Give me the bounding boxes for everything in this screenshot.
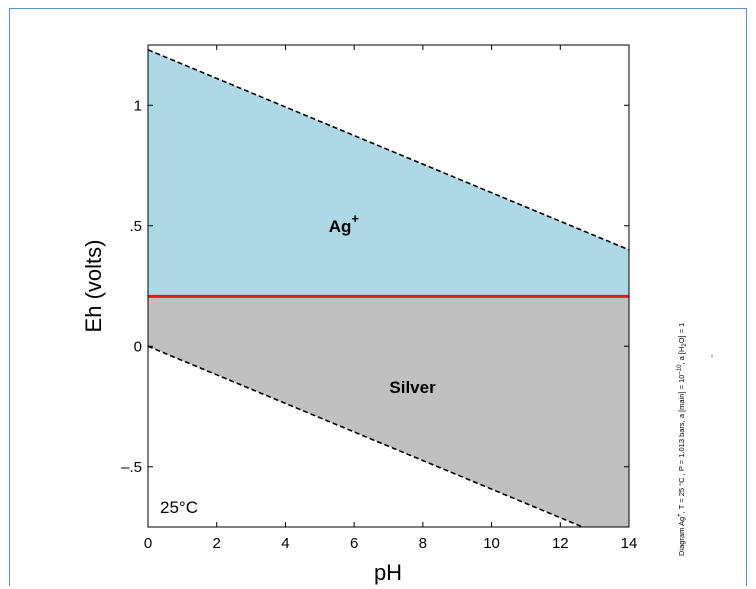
- y-tick-label-1: 1: [134, 97, 142, 114]
- region-label-ag-superscript: +: [351, 211, 359, 226]
- note-subscript: 2: [682, 343, 688, 347]
- diagram-conditions-note: Diagram Ag+, T = 25 °C , P = 1.013 bars,…: [677, 323, 688, 556]
- note-prefix: Diagram Ag: [677, 517, 686, 556]
- region-label-silver: Silver: [389, 378, 436, 397]
- region-ag-plus: [148, 49, 629, 297]
- note-mid2: , a [H: [677, 347, 686, 365]
- water-upper-stability-line: [148, 49, 629, 251]
- x-tick-label-4: 4: [281, 535, 289, 552]
- y-tick-label-0: 0: [134, 338, 142, 355]
- temperature-annotation: 25°C: [160, 498, 198, 517]
- x-tick-label-0: 0: [144, 535, 152, 552]
- figure-frame: [9, 8, 747, 586]
- plot-area: [148, 49, 629, 527]
- x-tick-label-8: 8: [419, 535, 427, 552]
- y-tick-label--0.5: –.5: [121, 459, 142, 476]
- x-axis-label: pH: [374, 560, 402, 585]
- note-exponent: –10: [677, 364, 683, 375]
- note-superscript: +: [677, 513, 683, 517]
- note-mid1: , T = 25 °C , P = 1.013 bars, a [main] =…: [677, 375, 686, 514]
- region-silver: [148, 296, 629, 527]
- y-axis: –.5 0 .5 1: [121, 97, 629, 476]
- x-tick-label-6: 6: [350, 535, 358, 552]
- water-lower-stability-line: [148, 345, 585, 527]
- x-axis: 0 2 4 6 8 10 12 14: [144, 45, 638, 552]
- plot-border: [147, 44, 630, 528]
- note-suffix: O] = 1: [677, 323, 686, 344]
- y-tick-label-0.5: .5: [129, 218, 142, 235]
- x-tick-label-14: 14: [621, 535, 638, 552]
- x-tick-label-12: 12: [552, 535, 569, 552]
- region-label-ag-plus: Ag+: [329, 211, 360, 236]
- y-axis-label: Eh (volts): [81, 240, 106, 333]
- x-tick-label-10: 10: [483, 535, 500, 552]
- x-tick-label-2: 2: [213, 535, 221, 552]
- stray-dot: [711, 355, 713, 357]
- region-label-ag-text: Ag: [329, 217, 352, 236]
